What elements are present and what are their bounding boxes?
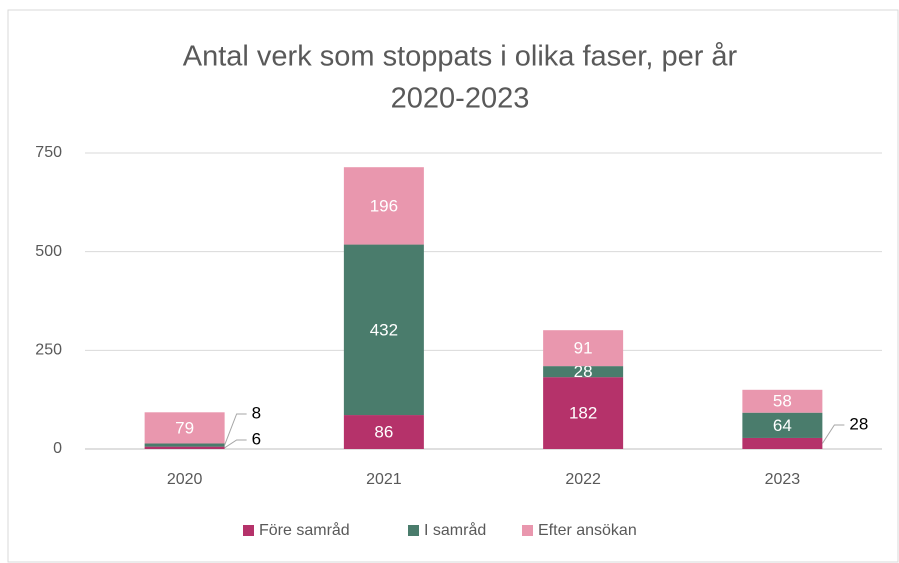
bar-segment [343, 415, 424, 449]
legend-swatch [408, 525, 419, 536]
data-label: 64 [773, 416, 792, 435]
data-label: 432 [370, 320, 398, 339]
data-label: 182 [569, 404, 597, 423]
data-label: 196 [370, 196, 398, 215]
legend-label: Efter ansökan [538, 522, 637, 539]
x-tick-label: 2020 [167, 471, 203, 488]
bar-segment [144, 446, 225, 449]
legend-label: Före samråd [259, 521, 350, 539]
leader-line [224, 413, 247, 446]
data-label: 28 [574, 362, 593, 381]
y-tick-label: 250 [35, 342, 62, 359]
bar-segment [742, 389, 823, 413]
leader-line [821, 424, 845, 444]
bar-segment [543, 330, 624, 367]
bar-segment [742, 437, 823, 449]
chart-title: 2020-2023 [391, 83, 530, 115]
data-label: 58 [773, 392, 792, 411]
legend-label: I samråd [424, 521, 486, 539]
leader-line [224, 439, 247, 449]
bar-segment [144, 412, 225, 444]
data-label: 79 [175, 418, 194, 437]
bar-segment [543, 366, 624, 378]
bar-segment [742, 412, 823, 438]
data-label: 6 [252, 429, 261, 448]
x-tick-label: 2023 [765, 471, 801, 488]
bar-segment [343, 244, 424, 416]
chart-title: Antal verk som stoppats i olika faser, p… [183, 41, 738, 73]
data-label: 91 [574, 339, 593, 358]
bar-segment [144, 443, 225, 447]
y-tick-label: 0 [53, 440, 62, 457]
y-tick-label: 750 [35, 144, 62, 161]
data-label: 8 [252, 403, 261, 422]
y-tick-label: 500 [35, 243, 62, 260]
bar-segment [543, 377, 624, 449]
data-label: 86 [374, 423, 393, 442]
chart-border [7, 9, 899, 563]
legend-swatch [522, 525, 533, 536]
x-tick-label: 2022 [565, 471, 601, 488]
legend-swatch [243, 525, 254, 536]
data-label: 28 [849, 414, 868, 433]
bar-segment [343, 167, 424, 245]
x-tick-label: 2021 [366, 471, 402, 488]
